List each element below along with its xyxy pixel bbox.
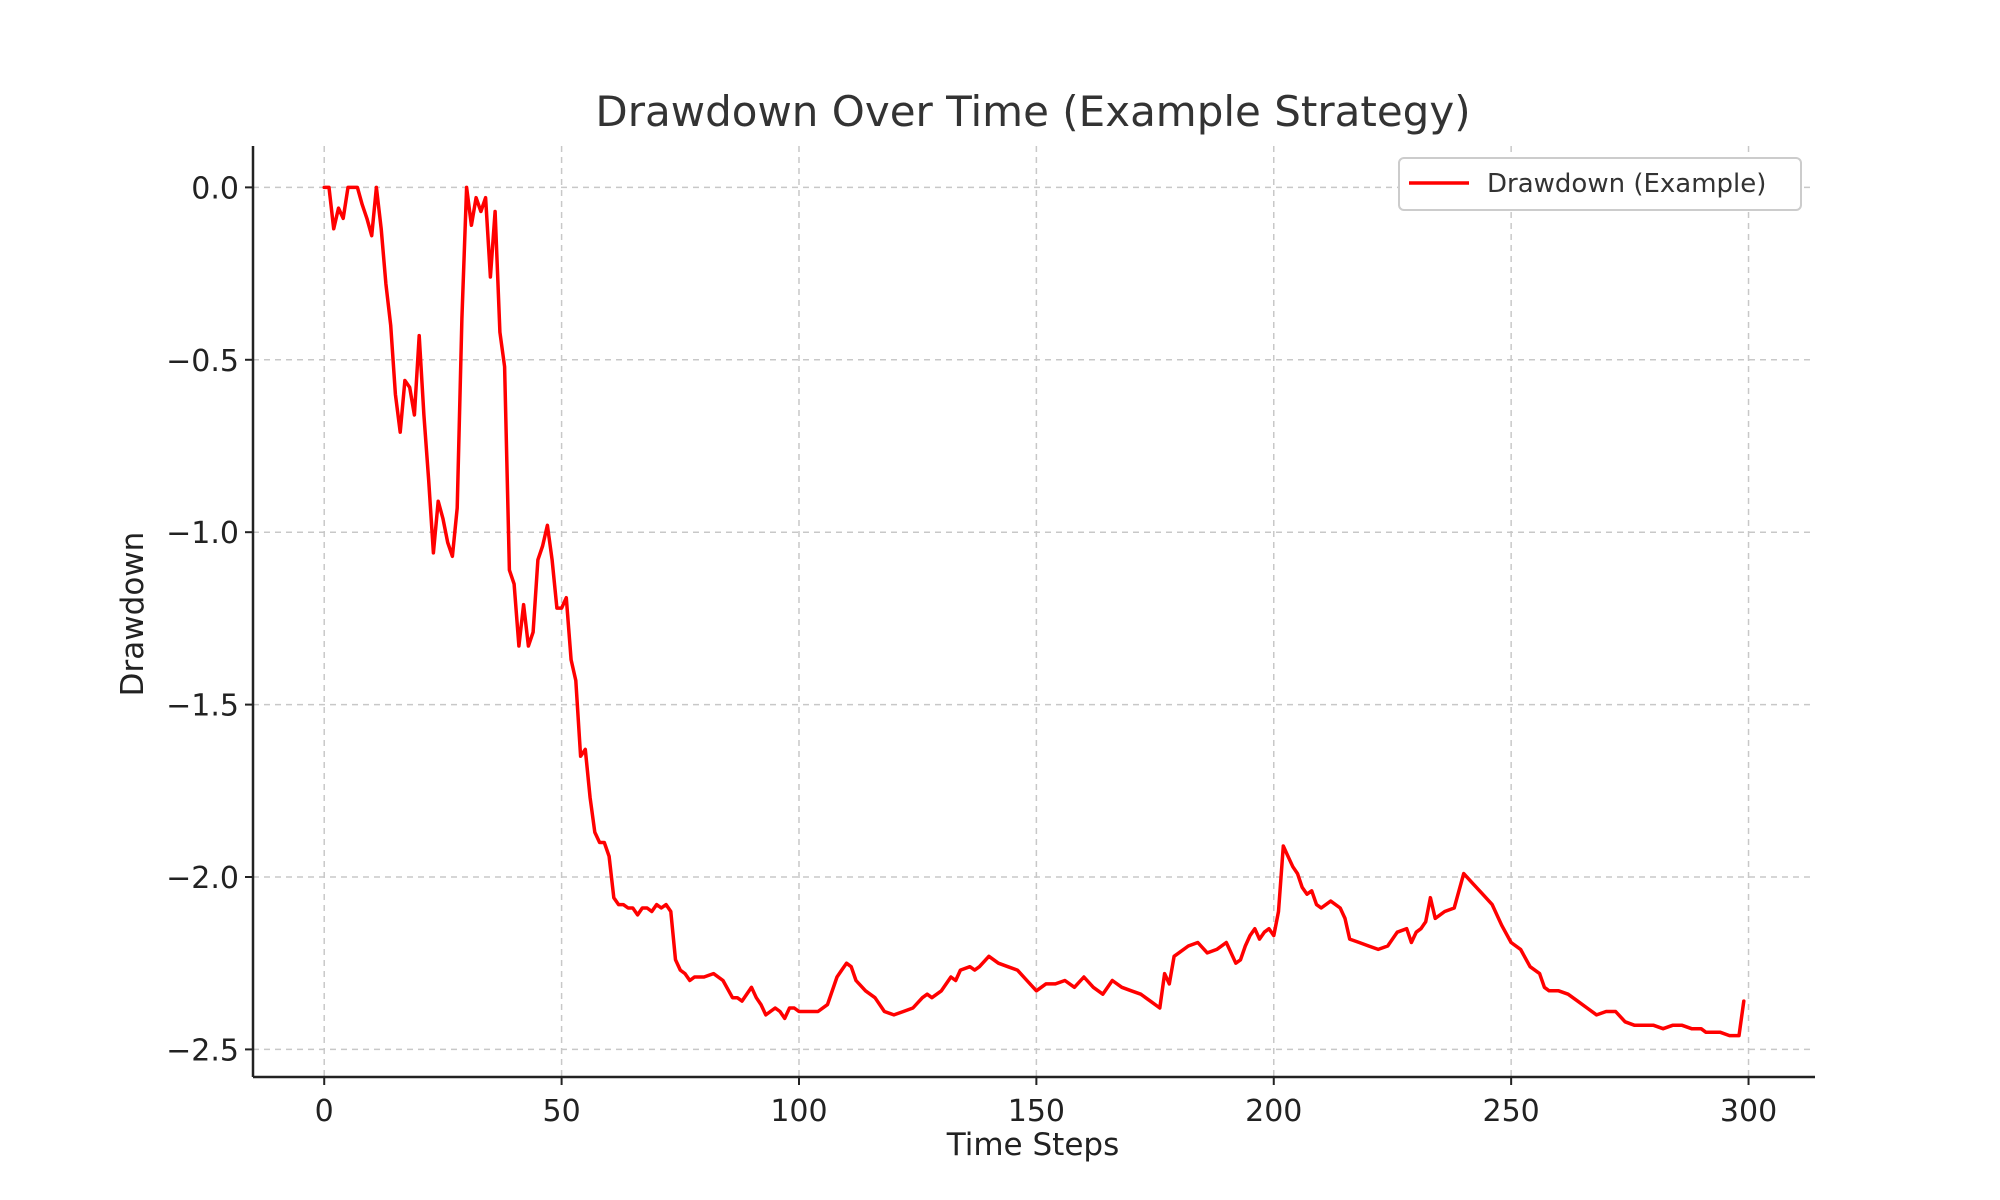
x-tick-label: 250 (1483, 1094, 1540, 1129)
grid-layer (253, 146, 1815, 1077)
x-tick-label: 50 (543, 1094, 581, 1129)
y-axis-label: Drawdown (115, 532, 151, 697)
axes-layer (251, 146, 1815, 1079)
x-tick-label: 0 (315, 1094, 334, 1129)
y-tick-label: −2.5 (166, 1033, 239, 1068)
y-tick-label: −1.0 (166, 516, 239, 551)
drawdown-series-line (322, 185, 1746, 1038)
chart-title: Drawdown Over Time (Example Strategy) (595, 87, 1470, 136)
x-tick-label: 200 (1245, 1094, 1302, 1129)
x-tick-label: 150 (1008, 1094, 1065, 1129)
x-tick-label: 300 (1720, 1094, 1777, 1129)
x-tick-label: 100 (770, 1094, 827, 1129)
y-tick-label: 0.0 (191, 171, 239, 206)
y-tick-label: −0.5 (166, 344, 239, 379)
series-layer (322, 185, 1746, 1038)
legend-label: Drawdown (Example) (1487, 169, 1766, 199)
legend: Drawdown (Example) (1398, 157, 1802, 211)
x-axis-label: Time Steps (946, 1127, 1119, 1163)
y-tick-label: −1.5 (166, 689, 239, 724)
legend-box (1398, 157, 1802, 211)
y-tick-label: −2.0 (166, 861, 239, 896)
ticks-layer: 0 50 100 150 200 250 300 0.0 −0.5 −1.0 −1.5 −2.0 −2.… (166, 171, 1777, 1129)
